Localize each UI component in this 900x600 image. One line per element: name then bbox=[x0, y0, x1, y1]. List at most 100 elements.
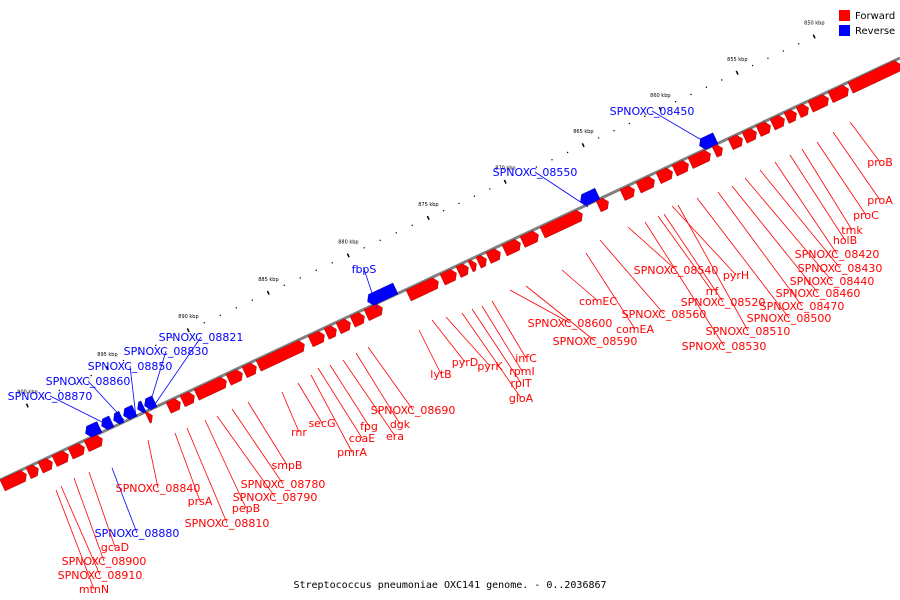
gene-label[interactable]: coaE bbox=[349, 432, 376, 445]
gene-label[interactable]: comEA bbox=[616, 323, 654, 336]
forward-gene-feature[interactable] bbox=[595, 197, 609, 213]
forward-gene-feature[interactable] bbox=[335, 318, 351, 335]
gene-label[interactable]: SPNOXC_08870 bbox=[8, 390, 93, 403]
gene-label[interactable]: SPNOXC_08440 bbox=[790, 275, 875, 288]
forward-gene-feature[interactable] bbox=[405, 277, 439, 302]
gene-label[interactable]: proC bbox=[853, 209, 879, 222]
forward-gene-feature[interactable] bbox=[241, 362, 257, 379]
forward-gene-feature[interactable] bbox=[475, 255, 487, 269]
gene-label[interactable]: SPNOXC_08530 bbox=[682, 340, 767, 353]
forward-gene-feature[interactable] bbox=[847, 60, 900, 94]
forward-gene-feature[interactable] bbox=[165, 398, 181, 414]
gene-label[interactable]: SPNOXC_08810 bbox=[185, 517, 270, 530]
reverse-gene-feature[interactable] bbox=[101, 415, 115, 430]
gene-label[interactable]: pyrH bbox=[723, 269, 749, 282]
forward-gene-feature[interactable] bbox=[51, 450, 69, 467]
forward-gene-feature[interactable] bbox=[323, 325, 337, 340]
gene-label[interactable]: SPNOXC_08500 bbox=[747, 312, 832, 325]
gene-label[interactable]: SPNOXC_08510 bbox=[706, 325, 791, 338]
forward-gene-feature[interactable] bbox=[519, 230, 539, 248]
gene-label[interactable]: rrf bbox=[706, 285, 720, 298]
forward-gene-feature[interactable] bbox=[655, 167, 673, 184]
gene-label[interactable]: era bbox=[386, 430, 404, 443]
forward-gene-feature[interactable] bbox=[795, 103, 809, 119]
reverse-gene-feature[interactable] bbox=[123, 404, 138, 420]
gene-label[interactable]: fpg bbox=[360, 420, 378, 433]
forward-gene-feature[interactable] bbox=[741, 128, 757, 144]
gene-label[interactable]: SPNOXC_08540 bbox=[634, 264, 719, 277]
reverse-gene-feature[interactable] bbox=[144, 395, 158, 410]
gene-label[interactable]: SPNOXC_08430 bbox=[798, 262, 883, 275]
forward-gene-feature[interactable] bbox=[0, 470, 27, 492]
gene-label[interactable]: SPNOXC_08821 bbox=[159, 331, 244, 344]
gene-label[interactable]: gcaD bbox=[101, 541, 129, 554]
forward-gene-feature[interactable] bbox=[439, 269, 457, 286]
reverse-gene-feature[interactable] bbox=[85, 421, 103, 438]
gene-label[interactable]: SPNOXC_08910 bbox=[58, 569, 143, 582]
forward-gene-feature[interactable] bbox=[711, 144, 723, 158]
gene-label[interactable]: SPNOXC_08860 bbox=[46, 375, 131, 388]
gene-label[interactable]: prsA bbox=[188, 495, 213, 508]
forward-gene-feature[interactable] bbox=[727, 134, 743, 151]
forward-gene-feature[interactable] bbox=[671, 160, 689, 177]
forward-gene-feature[interactable] bbox=[255, 340, 305, 372]
gene-label[interactable]: rplT bbox=[510, 377, 532, 390]
forward-gene-feature[interactable] bbox=[485, 248, 501, 264]
forward-gene-feature[interactable] bbox=[687, 149, 711, 169]
forward-gene-feature[interactable] bbox=[25, 464, 39, 479]
forward-gene-feature[interactable] bbox=[83, 434, 103, 452]
gene-label[interactable]: tmk bbox=[841, 224, 863, 237]
forward-gene-feature[interactable] bbox=[349, 312, 365, 328]
gene-label[interactable]: SPNOXC_08600 bbox=[528, 317, 613, 330]
gene-label[interactable]: SPNOXC_08550 bbox=[493, 166, 578, 179]
reverse-gene-feature[interactable] bbox=[113, 410, 125, 425]
gene-label[interactable]: pmrA bbox=[337, 446, 367, 459]
gene-label[interactable]: mtnN bbox=[79, 583, 109, 596]
forward-gene-feature[interactable] bbox=[455, 263, 469, 278]
gene-label[interactable]: SPNOXC_08880 bbox=[95, 527, 180, 540]
gene-label[interactable]: SPNOXC_08420 bbox=[795, 248, 880, 261]
forward-gene-feature[interactable] bbox=[783, 109, 797, 124]
forward-gene-feature[interactable] bbox=[619, 185, 635, 201]
reverse-gene-feature[interactable] bbox=[137, 400, 147, 414]
gene-label[interactable]: rnr bbox=[291, 426, 307, 439]
gene-label[interactable]: SPNOXC_08470 bbox=[760, 300, 845, 313]
gene-label[interactable]: comEC bbox=[579, 295, 617, 308]
gene-label[interactable]: smpB bbox=[272, 459, 303, 472]
gene-label[interactable]: SPNOXC_08790 bbox=[233, 491, 318, 504]
forward-gene-feature[interactable] bbox=[539, 209, 583, 239]
forward-gene-feature[interactable] bbox=[807, 94, 829, 113]
gene-label[interactable]: SPNOXC_08840 bbox=[116, 482, 201, 495]
reverse-gene-feature[interactable] bbox=[699, 132, 719, 150]
gene-label[interactable]: proA bbox=[867, 194, 893, 207]
forward-gene-feature[interactable] bbox=[307, 330, 325, 348]
forward-gene-feature[interactable] bbox=[755, 121, 771, 137]
gene-label[interactable]: proB bbox=[867, 156, 893, 169]
forward-gene-feature[interactable] bbox=[827, 84, 849, 104]
forward-gene-feature[interactable] bbox=[67, 443, 85, 460]
gene-label[interactable]: SPNOXC_08460 bbox=[776, 287, 861, 300]
gene-label[interactable]: SPNOXC_08830 bbox=[124, 345, 209, 358]
gene-label[interactable]: pyrD bbox=[452, 356, 479, 369]
forward-gene-feature[interactable] bbox=[144, 411, 153, 424]
forward-gene-feature[interactable] bbox=[635, 176, 655, 194]
forward-gene-feature[interactable] bbox=[467, 259, 477, 273]
gene-label[interactable]: SPNOXC_08520 bbox=[681, 296, 766, 309]
forward-gene-feature[interactable] bbox=[37, 458, 53, 474]
gene-label[interactable]: holB bbox=[833, 234, 857, 247]
gene-label[interactable]: lytB bbox=[430, 368, 451, 381]
gene-label[interactable]: SPNOXC_08590 bbox=[553, 335, 638, 348]
gene-label[interactable]: gloA bbox=[509, 392, 534, 405]
gene-label[interactable]: SPNOXC_08780 bbox=[241, 478, 326, 491]
gene-label[interactable]: SPNOXC_08450 bbox=[610, 105, 695, 118]
gene-label[interactable]: secG bbox=[308, 417, 335, 430]
reverse-gene-feature[interactable] bbox=[367, 282, 399, 306]
gene-label[interactable]: pepB bbox=[232, 502, 260, 515]
gene-label[interactable]: SPNOXC_08850 bbox=[88, 360, 173, 373]
gene-label[interactable]: dgk bbox=[390, 418, 411, 431]
gene-label[interactable]: fbpS bbox=[352, 263, 377, 276]
gene-label[interactable]: SPNOXC_08690 bbox=[371, 404, 456, 417]
forward-gene-feature[interactable] bbox=[769, 115, 785, 131]
gene-label[interactable]: infC bbox=[515, 352, 537, 365]
forward-gene-feature[interactable] bbox=[193, 376, 227, 401]
